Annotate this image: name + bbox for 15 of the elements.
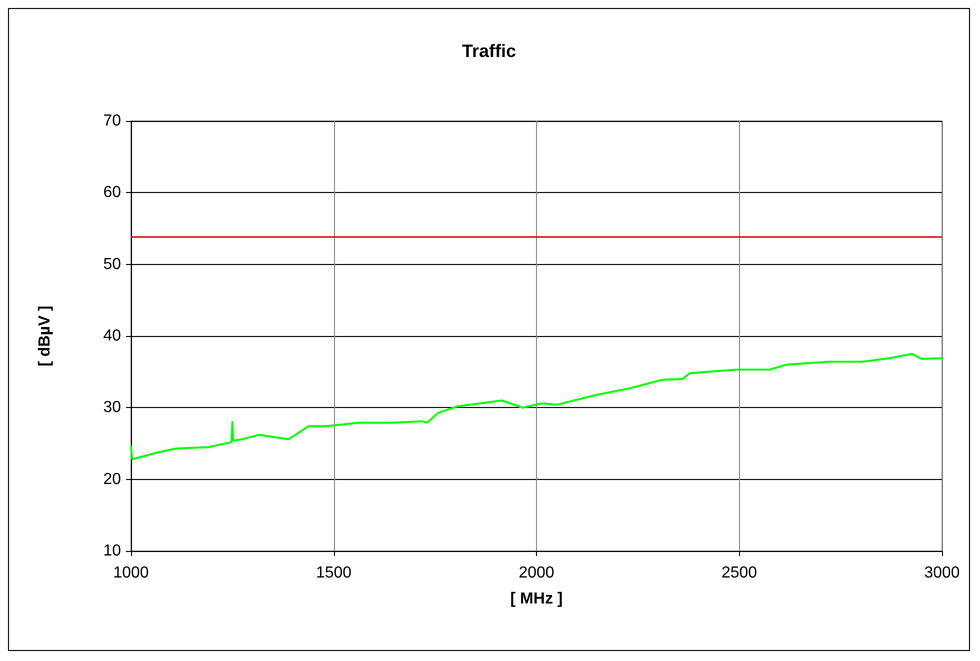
x-tick-label: 2500 <box>721 564 758 582</box>
y-tick-label: 70 <box>103 112 122 130</box>
y-tick-label: 50 <box>103 256 122 273</box>
x-axis-title: [ MHz ] <box>510 590 563 608</box>
x-tick-label: 1000 <box>113 564 149 582</box>
y-axis-title: [ dBµV ] <box>36 306 54 366</box>
y-tick-label: 40 <box>103 328 122 344</box>
y-tick-label: 30 <box>103 399 122 416</box>
x-tick-label: 2000 <box>518 564 554 582</box>
y-tick-label: 60 <box>103 184 122 202</box>
x-tick-label: 1500 <box>316 564 352 582</box>
chart-title: Traffic <box>462 41 516 61</box>
y-tick-label: 10 <box>103 542 122 560</box>
y-tick-label: 20 <box>103 470 122 488</box>
x-tick-label: 3000 <box>924 564 960 582</box>
